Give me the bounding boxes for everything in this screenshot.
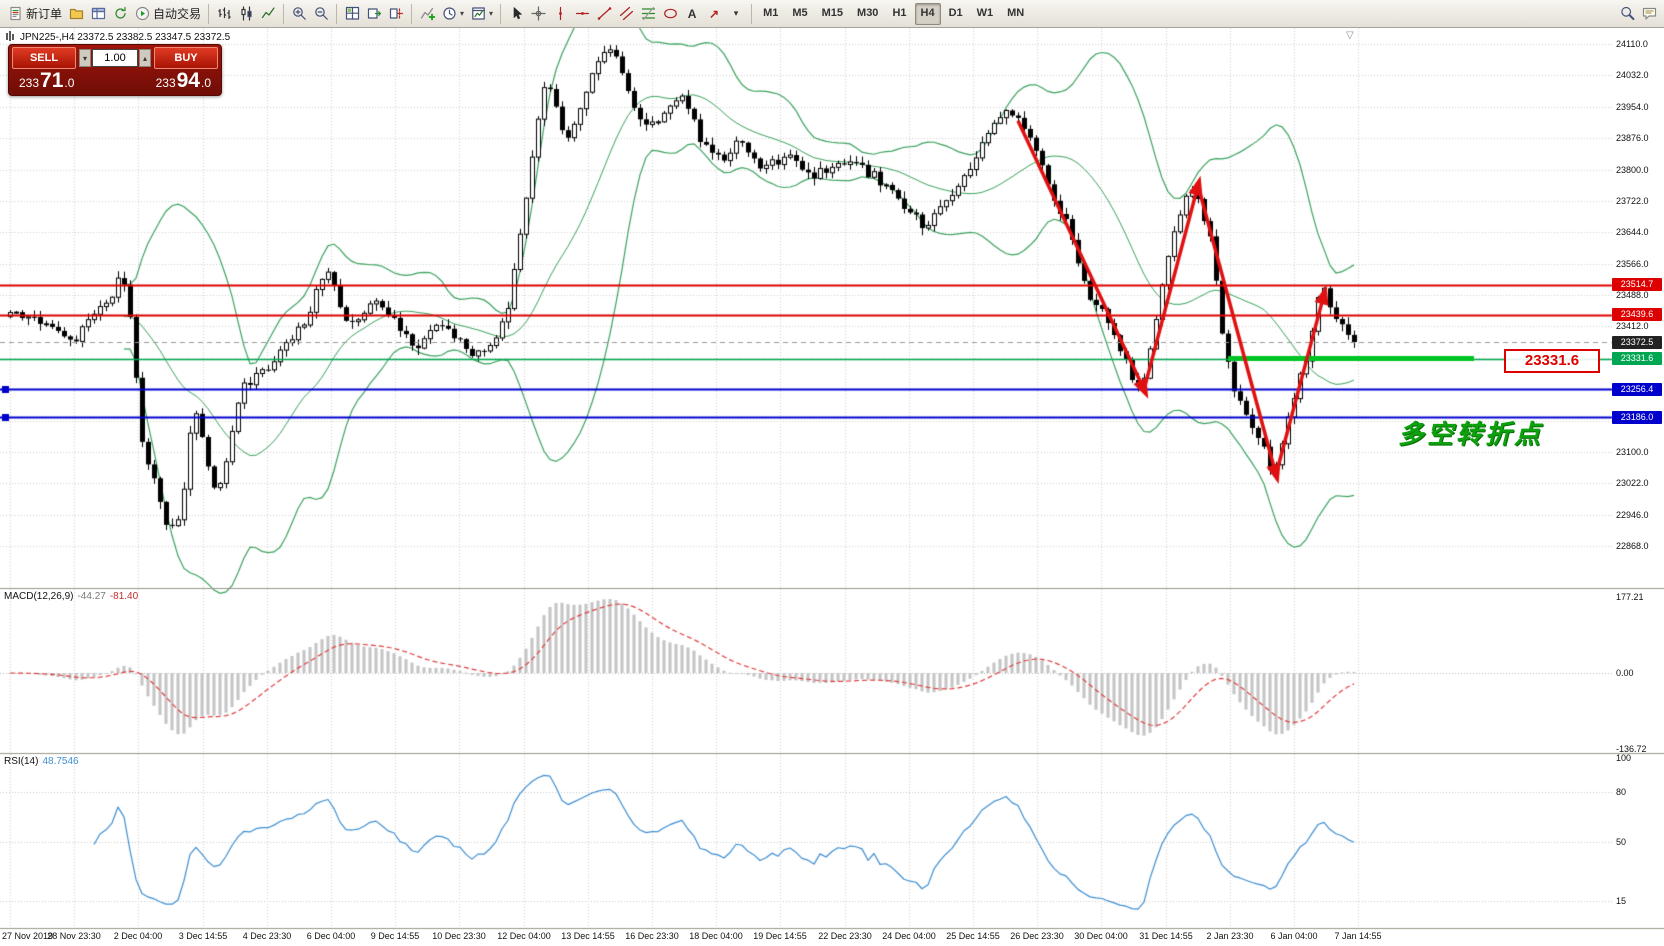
caret-icon: ▾ bbox=[733, 8, 739, 18]
text-icon: A bbox=[687, 6, 697, 21]
chart-area[interactable] bbox=[0, 28, 1664, 946]
toolbar-separator bbox=[411, 3, 413, 24]
shapes-button[interactable] bbox=[659, 3, 681, 25]
line-icon bbox=[260, 6, 276, 22]
toolbar-item-label: 自动交易 bbox=[153, 7, 202, 21]
timeframe-h1-button[interactable]: H1 bbox=[892, 6, 907, 19]
arrowsym-icon: ↗ bbox=[709, 6, 720, 21]
buy-price: 233 94 .0 bbox=[155, 69, 211, 92]
channel-icon bbox=[618, 6, 634, 22]
toolbar-item-label: 新订单 bbox=[26, 7, 63, 21]
cursor-button[interactable] bbox=[505, 3, 527, 25]
timeframe-m15-button[interactable]: M15 bbox=[821, 6, 844, 19]
sell-button[interactable]: SELL bbox=[12, 47, 76, 69]
zoomout-icon bbox=[313, 6, 329, 22]
refresh-icon bbox=[112, 6, 128, 22]
sell-price-suffix: .0 bbox=[64, 76, 75, 90]
tile-icon bbox=[344, 6, 360, 22]
caret-down-icon: ▾ bbox=[460, 9, 465, 18]
timeframe-m30-button[interactable]: M30 bbox=[857, 6, 879, 19]
toolbar-separator bbox=[336, 3, 338, 24]
fibo-icon bbox=[640, 6, 656, 22]
toolbar-separator bbox=[208, 3, 210, 24]
text-button[interactable]: A bbox=[681, 3, 703, 25]
channel-button[interactable] bbox=[615, 3, 637, 25]
buy-price-suffix: .0 bbox=[200, 76, 211, 90]
autoscroll-icon bbox=[366, 6, 382, 22]
data-window-button[interactable] bbox=[87, 3, 109, 25]
cross-icon bbox=[530, 6, 546, 22]
shapes-icon bbox=[662, 6, 678, 22]
crosshair-button[interactable] bbox=[527, 3, 549, 25]
chat-button[interactable] bbox=[1638, 3, 1660, 25]
candles-icon bbox=[238, 6, 254, 22]
indicators-button[interactable] bbox=[416, 3, 438, 25]
toolbar-separator bbox=[283, 3, 285, 24]
auto-scroll-button[interactable] bbox=[363, 3, 385, 25]
caret-down-icon: ▾ bbox=[489, 9, 494, 18]
more-drawings-button[interactable]: ▾ bbox=[725, 3, 747, 25]
zoom-out-button[interactable] bbox=[310, 3, 332, 25]
volume-input[interactable] bbox=[92, 49, 138, 67]
toolbar-separator bbox=[500, 3, 502, 24]
timeframe-d1-button[interactable]: D1 bbox=[948, 6, 963, 19]
autotrading-button[interactable]: 自动交易 bbox=[131, 3, 204, 25]
main-toolbar: 新订单 自动交易 ▾ ▾ A ↗ ▾ M1 M5 M15 M30 H1 H4 D1 W1 MN bbox=[0, 0, 1664, 28]
arrows-button[interactable]: ↗ bbox=[703, 3, 725, 25]
volume-decrease-button[interactable]: ▾ bbox=[79, 49, 91, 67]
vertical-line-button[interactable] bbox=[549, 3, 571, 25]
table-icon bbox=[90, 6, 106, 22]
magnifier-icon bbox=[1619, 6, 1635, 22]
search-button[interactable] bbox=[1616, 3, 1638, 25]
shift-icon bbox=[388, 6, 404, 22]
sell-price-big: 71 bbox=[40, 69, 64, 92]
chart-shift-button[interactable] bbox=[385, 3, 407, 25]
volume-increase-button[interactable]: ▴ bbox=[139, 49, 151, 67]
buy-price-big: 94 bbox=[176, 69, 200, 92]
timeframe-h4-button[interactable]: H4 bbox=[914, 2, 941, 25]
tile-windows-button[interactable] bbox=[341, 3, 363, 25]
buy-button[interactable]: BUY bbox=[154, 47, 218, 69]
sell-price: 233 71 .0 bbox=[19, 69, 75, 92]
chart-profiles-button[interactable] bbox=[65, 3, 87, 25]
periods-button[interactable]: ▾ bbox=[438, 3, 467, 25]
zoomin-icon bbox=[291, 6, 307, 22]
bar-chart-button[interactable] bbox=[213, 3, 235, 25]
chart-shift-marker-icon[interactable]: ▽ bbox=[1346, 30, 1354, 41]
candlestick-chart-button[interactable] bbox=[235, 3, 257, 25]
newdoc-icon bbox=[7, 6, 23, 22]
line-chart-button[interactable] bbox=[257, 3, 279, 25]
buy-price-prefix: 233 bbox=[155, 76, 176, 90]
chat-icon bbox=[1641, 6, 1657, 22]
fibonacci-button[interactable] bbox=[637, 3, 659, 25]
timeframe-m5-button[interactable]: M5 bbox=[792, 6, 808, 19]
new-order-button[interactable]: 新订单 bbox=[4, 3, 65, 25]
refresh-button[interactable] bbox=[109, 3, 131, 25]
timeframe-mn-button[interactable]: MN bbox=[1007, 6, 1025, 19]
indicator-icon bbox=[419, 6, 435, 22]
bars-icon bbox=[216, 6, 232, 22]
zoom-in-button[interactable] bbox=[288, 3, 310, 25]
trend-icon bbox=[596, 6, 612, 22]
template-icon bbox=[470, 6, 486, 22]
folder-icon bbox=[68, 6, 84, 22]
play-icon bbox=[134, 6, 150, 22]
trendline-button[interactable] bbox=[593, 3, 615, 25]
volume-stepper: ▾ ▴ bbox=[79, 49, 151, 67]
hline-icon bbox=[574, 6, 590, 22]
one-click-trading-panel: SELL ▾ ▴ BUY 233 71 .0 233 94 .0 bbox=[8, 44, 222, 96]
cursor-icon bbox=[508, 6, 524, 22]
vline-icon bbox=[552, 6, 568, 22]
templates-button[interactable]: ▾ bbox=[467, 3, 496, 25]
horizontal-line-button[interactable] bbox=[571, 3, 593, 25]
timeframe-m1-button[interactable]: M1 bbox=[763, 6, 779, 19]
clock-icon bbox=[441, 6, 457, 22]
toolbar-separator bbox=[751, 3, 753, 24]
sell-price-prefix: 233 bbox=[19, 76, 40, 90]
timeframe-w1-button[interactable]: W1 bbox=[976, 6, 994, 19]
